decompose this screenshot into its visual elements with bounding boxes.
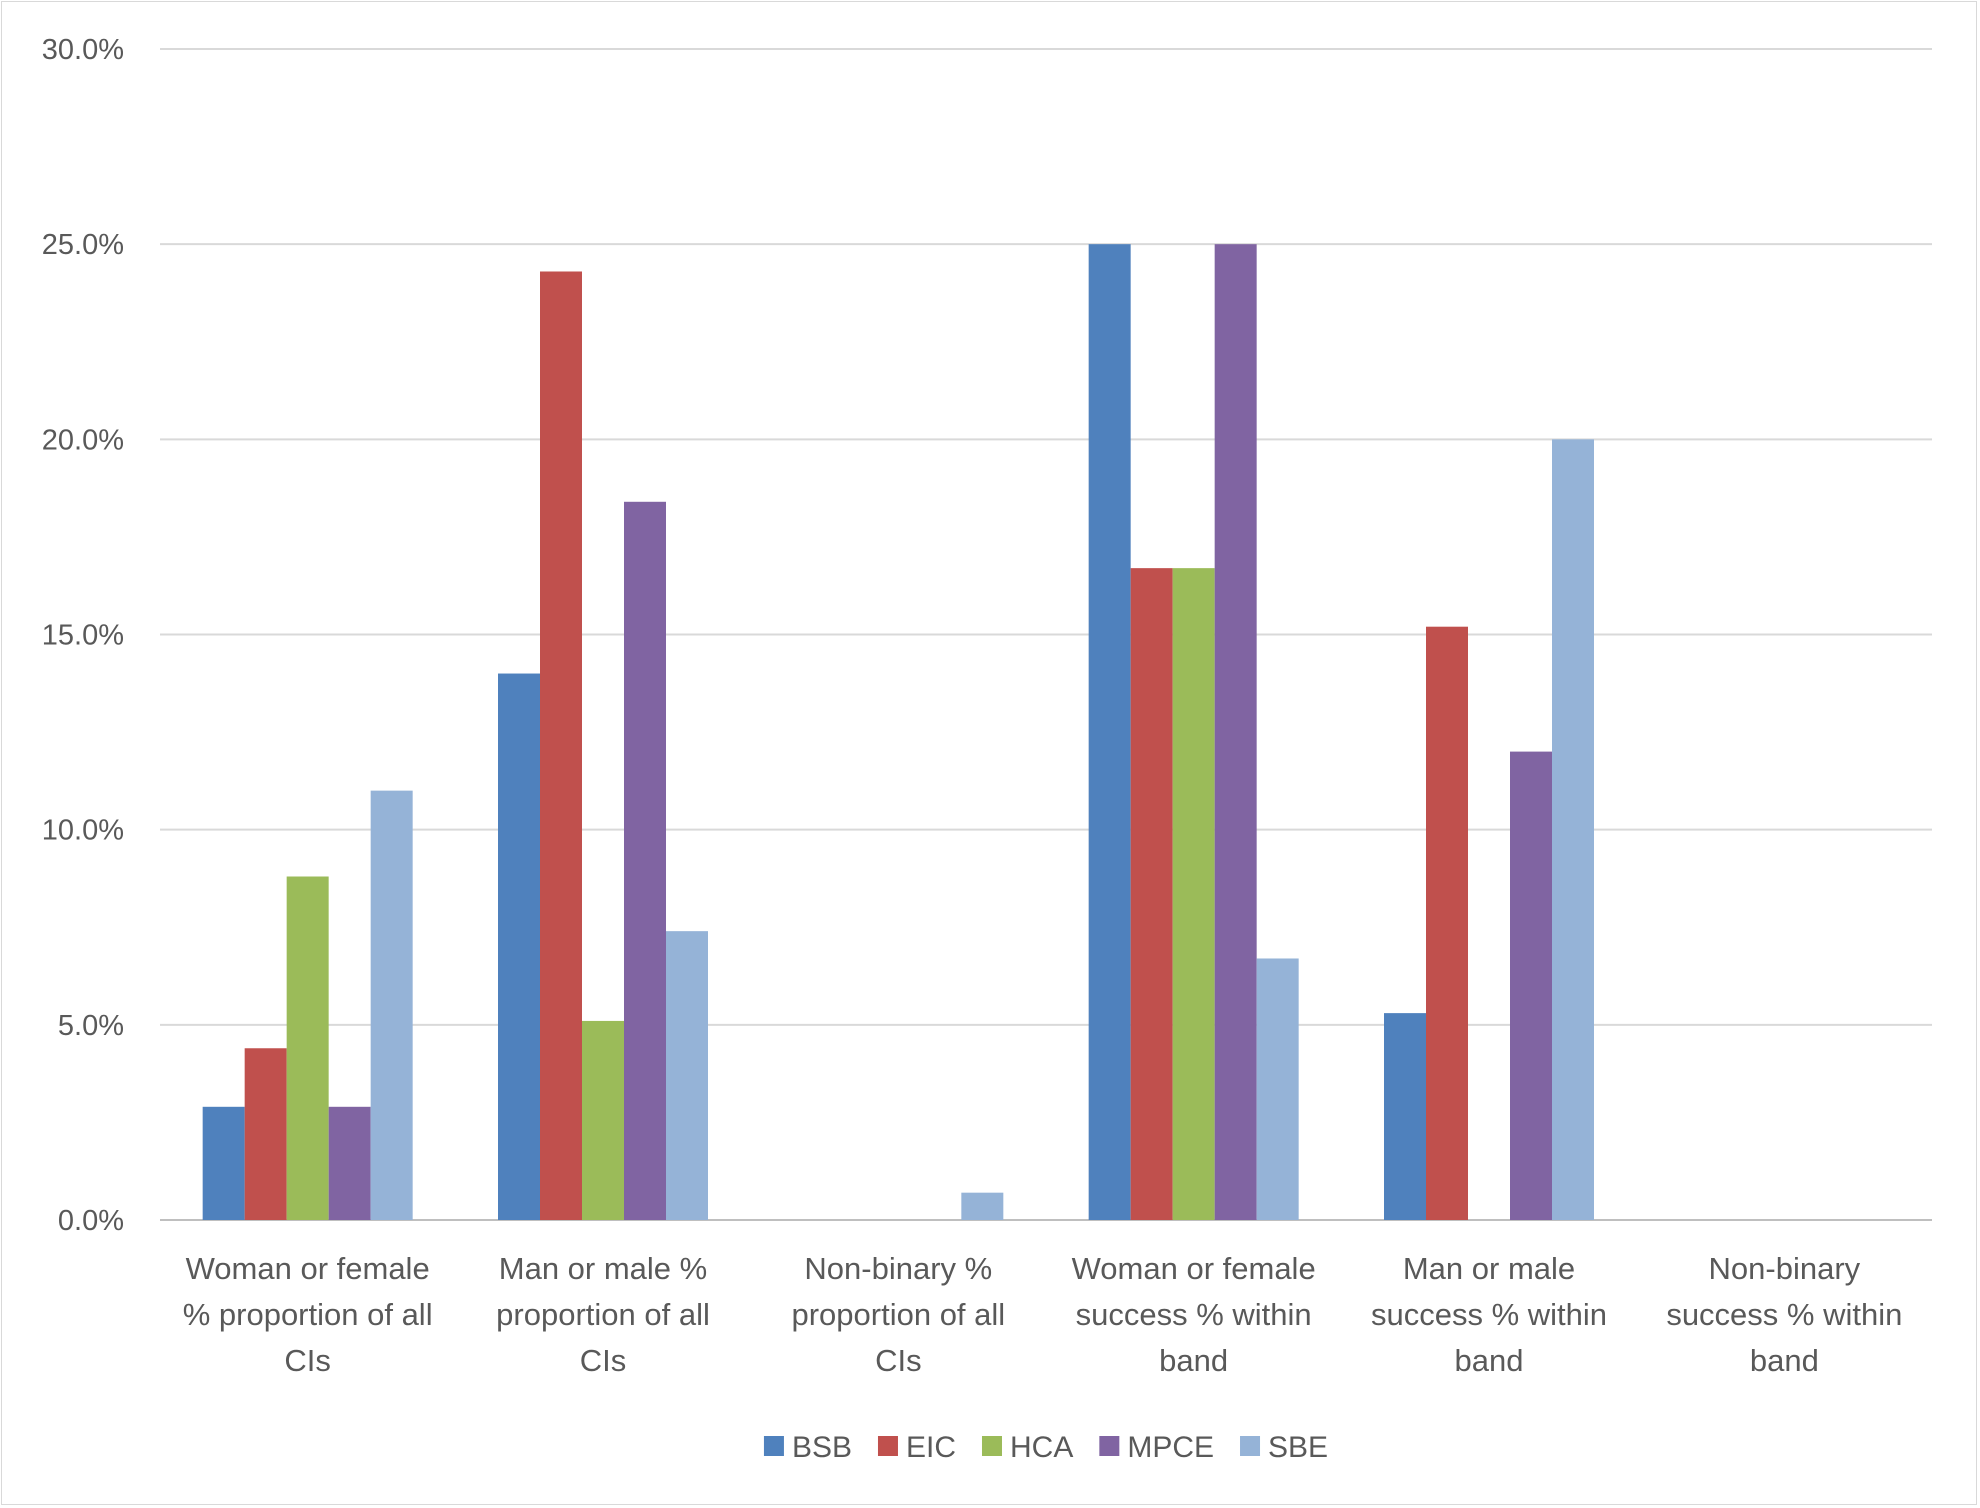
bar-eic: [1130, 568, 1173, 1220]
bar-sbe: [961, 1192, 1004, 1220]
y-tick-label: 25.0%: [42, 229, 124, 261]
bar-sbe: [370, 790, 413, 1220]
category-label: Woman or female success % within band: [1072, 1251, 1316, 1378]
bar-bsb: [202, 1106, 245, 1220]
legend-label: EIC: [906, 1431, 956, 1464]
bar-eic: [540, 271, 582, 1220]
bar-mpce: [1214, 244, 1257, 1220]
bars: [202, 244, 1594, 1221]
legend: BSB EIC HCA MPCE SBE: [763, 1431, 1328, 1464]
y-tick-label: 5.0%: [58, 1010, 124, 1042]
legend-item-bsb: BSB: [763, 1431, 852, 1464]
bar-mpce: [328, 1106, 371, 1220]
legend-swatch: [877, 1436, 898, 1456]
legend-label: BSB: [792, 1431, 852, 1464]
y-tick-label: 0.0%: [58, 1205, 124, 1237]
legend-swatch: [1099, 1436, 1120, 1456]
bar-eic: [1426, 626, 1468, 1220]
legend-item-hca: HCA: [981, 1431, 1073, 1464]
category-label: Woman or female% proportion of all CIs: [183, 1251, 433, 1378]
gridlines: [160, 48, 1932, 1221]
bar-hca: [582, 1020, 624, 1220]
legend-swatch: [1240, 1436, 1261, 1456]
y-axis-ticks: 0.0% 5.0% 10.0% 15.0% 20.0% 25.0% 30.0%: [42, 34, 124, 1237]
category-label: Non-binary % proportion of all CIs: [791, 1251, 1005, 1378]
bar-sbe: [666, 931, 708, 1220]
bar-bsb: [1384, 1013, 1426, 1220]
y-tick-label: 20.0%: [42, 424, 124, 456]
y-tick-label: 15.0%: [42, 620, 124, 652]
bar-mpce: [1510, 751, 1552, 1220]
x-axis-categories: Woman or female% proportion of all CIs Man…: [183, 1251, 1903, 1378]
bar-bsb: [498, 673, 540, 1220]
legend-label: SBE: [1268, 1431, 1328, 1464]
legend-item-mpce: MPCE: [1099, 1431, 1214, 1464]
legend-label: HCA: [1010, 1431, 1073, 1464]
legend-swatch: [763, 1436, 784, 1456]
bar-hca: [1172, 568, 1215, 1220]
y-tick-label: 10.0%: [42, 815, 124, 847]
legend-label: MPCE: [1127, 1431, 1214, 1464]
legend-item-sbe: SBE: [1240, 1431, 1328, 1464]
legend-item-eic: EIC: [877, 1431, 956, 1464]
bar-bsb: [1088, 244, 1131, 1220]
y-tick-label: 30.0%: [42, 34, 124, 66]
legend-swatch: [981, 1436, 1002, 1456]
bar-hca: [286, 876, 329, 1220]
bar-sbe: [1256, 958, 1299, 1220]
bar-eic: [244, 1048, 287, 1220]
category-label: Non-binary success % within band: [1666, 1251, 1902, 1378]
category-label: Man or male success % within band: [1371, 1251, 1607, 1378]
bar-mpce: [624, 501, 666, 1221]
category-label: Man or male % proportion of all CIs: [496, 1251, 710, 1378]
bar-sbe: [1552, 439, 1594, 1220]
